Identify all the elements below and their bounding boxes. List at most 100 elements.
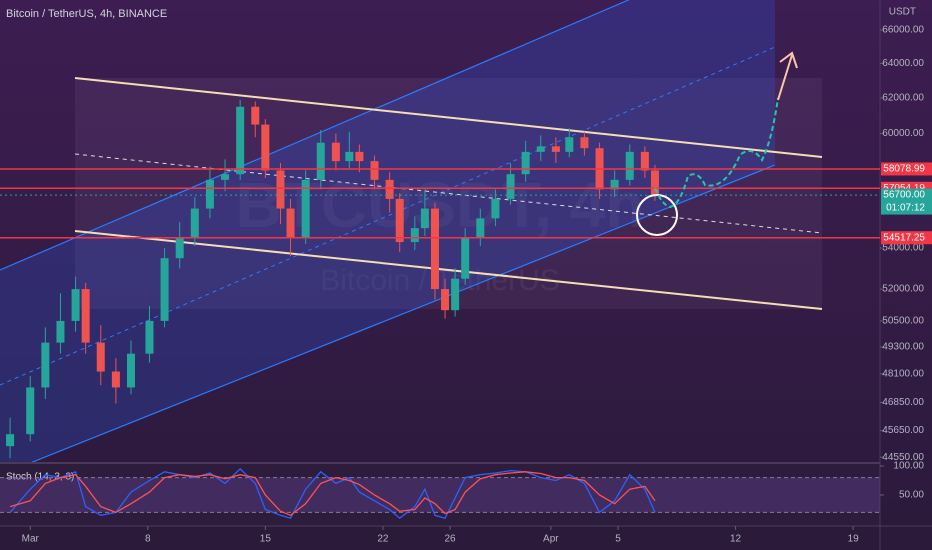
- candle-body: [385, 179, 394, 199]
- candle-body: [565, 137, 574, 152]
- candle-body: [506, 174, 515, 199]
- candle-body: [461, 238, 470, 279]
- candle-body: [610, 179, 619, 190]
- stoch-tick-label: 100.00: [893, 461, 924, 472]
- highlight-circle: [636, 194, 678, 236]
- candle-body: [41, 342, 50, 388]
- x-tick-label: 22: [377, 534, 389, 545]
- range-upper: [74, 77, 823, 158]
- candle-body: [81, 289, 90, 343]
- y-tick-label: 49300.00: [882, 342, 924, 353]
- candle-body: [96, 342, 105, 372]
- stoch-label: Stoch (14, 3, 3): [6, 472, 74, 483]
- candle-body: [521, 151, 530, 175]
- candle-body: [261, 124, 270, 171]
- candle-body: [301, 179, 310, 239]
- stoch-tick-label: 50.00: [899, 490, 924, 501]
- y-tick-label: 50500.00: [882, 316, 924, 327]
- candle-body: [355, 151, 364, 162]
- projection-arrow: [777, 54, 793, 101]
- channel-mid: [0, 46, 776, 386]
- candle-body: [395, 198, 404, 243]
- candle-body: [71, 289, 80, 321]
- y-tick-label: 52000.00: [882, 284, 924, 295]
- currency-label: USDT: [889, 7, 916, 18]
- y-tick-label: 64000.00: [882, 58, 924, 69]
- candle-body: [580, 137, 589, 149]
- y-tick-label: 45650.00: [882, 425, 924, 436]
- level-label: 58078.99: [883, 164, 925, 175]
- level-countdown: 01:07:12: [886, 203, 925, 214]
- candles: [6, 99, 659, 459]
- levels: [0, 168, 880, 239]
- x-tick-label: 19: [848, 534, 860, 545]
- candle-body: [331, 142, 340, 162]
- level-label-box: [881, 162, 932, 176]
- candle-body: [430, 208, 439, 290]
- candle-body: [276, 170, 285, 209]
- candle-body: [205, 179, 214, 209]
- axes: 66000.00 64000.00 62000.00 60000.00 54000.00…: [0, 25, 932, 545]
- candle-body: [111, 371, 120, 388]
- x-tick-label: 8: [145, 534, 151, 545]
- stoch-line: [9, 471, 656, 517]
- candle-body: [536, 146, 545, 152]
- y-tick-label: 60000.00: [882, 128, 924, 139]
- y-tick-label: 46850.00: [882, 397, 924, 408]
- candle-body: [221, 174, 230, 180]
- y-tick-label: 44550.00: [882, 452, 924, 463]
- channel-fill: [0, 0, 775, 462]
- candle-body: [160, 258, 169, 321]
- x-tick-label: 12: [730, 534, 742, 545]
- candle-body: [190, 208, 199, 239]
- candle-body: [6, 434, 15, 447]
- candle-body: [56, 320, 65, 343]
- stoch-band-fill: [0, 477, 880, 513]
- drawings: BTCUSDT, 4h Bitcoin / TetherUS: [0, 0, 880, 462]
- candle-body: [551, 146, 560, 152]
- x-tick-label: 26: [445, 534, 457, 545]
- x-tick-label: Mar: [22, 534, 40, 545]
- level-label: 54517.25: [883, 232, 925, 243]
- candle-body: [286, 208, 295, 239]
- level-label: 57054.19: [883, 183, 925, 194]
- candle-body: [476, 218, 485, 239]
- candle-body: [26, 387, 35, 435]
- arrow-head: [779, 51, 798, 69]
- candle-body: [370, 161, 379, 180]
- y-tick-label: 48100.00: [882, 368, 924, 379]
- x-tick-label: 5: [615, 534, 621, 545]
- projection-path: [654, 97, 779, 209]
- y-tick-label: 54000.00: [882, 243, 924, 254]
- x-tick-label: 15: [260, 534, 272, 545]
- candle-body: [625, 151, 634, 180]
- channel-lower: [30, 164, 776, 462]
- candle-body: [175, 238, 184, 259]
- range-lower: [74, 230, 823, 310]
- level-label-box: [881, 188, 932, 215]
- candle-body: [451, 278, 460, 311]
- candle-body: [410, 228, 419, 243]
- channel-upper: [0, 0, 630, 271]
- candle-body: [316, 142, 325, 180]
- chart-title: Bitcoin / TetherUS, 4h, BINANCE: [6, 8, 167, 20]
- candle-body: [650, 170, 659, 196]
- stoch-line: [9, 467, 656, 520]
- candle-body: [345, 151, 354, 162]
- level-label-box: [881, 231, 932, 245]
- y-tick-label: 62000.00: [882, 93, 924, 104]
- range-mid: [74, 153, 823, 234]
- x-tick-label: Apr: [543, 534, 559, 545]
- candle-body: [251, 106, 260, 125]
- level-label: 56700.00: [883, 190, 925, 201]
- candle-body: [126, 353, 135, 388]
- candle-body: [145, 320, 154, 354]
- candle-body: [441, 289, 450, 311]
- y-tick-label: 66000.00: [882, 25, 924, 36]
- candle-body: [420, 208, 429, 229]
- candle-body: [491, 198, 500, 219]
- candle-body: [236, 106, 245, 175]
- candle-body: [640, 151, 649, 171]
